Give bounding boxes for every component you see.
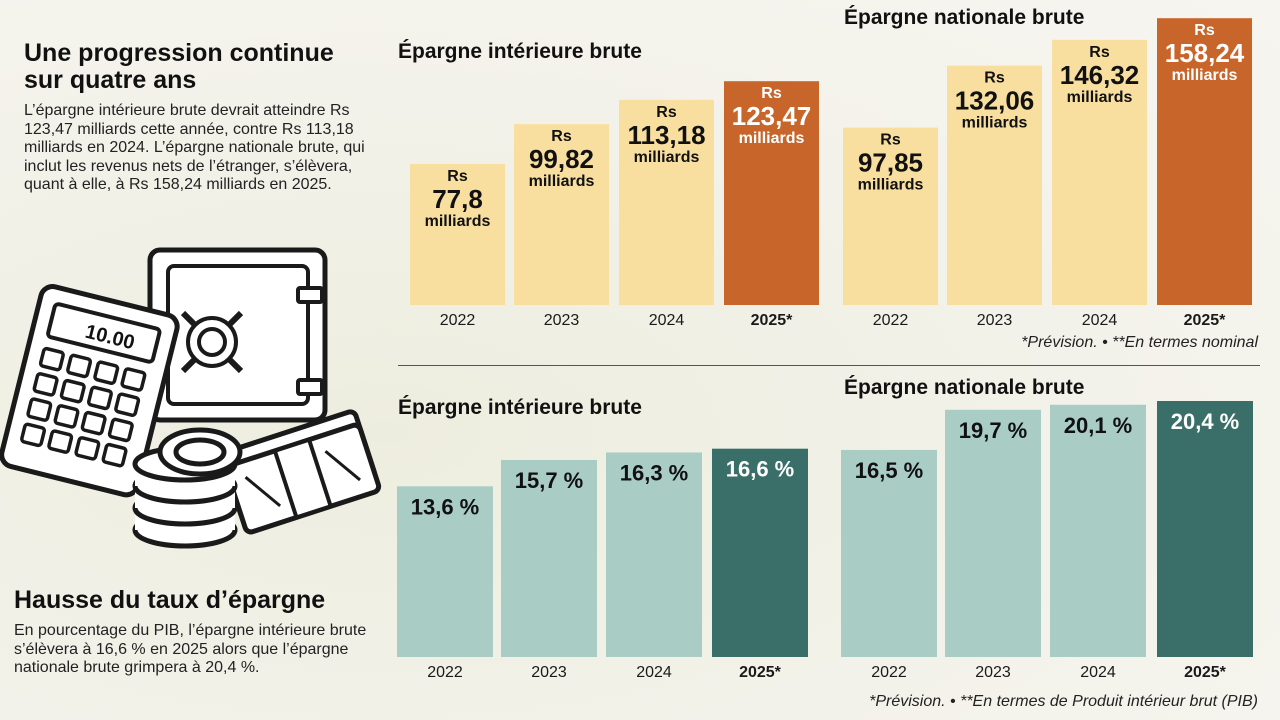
x-tick-label: 2022	[427, 664, 463, 681]
bar-unit-label: milliards	[1172, 67, 1238, 84]
bar-2023	[501, 459, 597, 657]
bar-unit-label: milliards	[1067, 89, 1133, 106]
bar-2023	[947, 65, 1042, 305]
bar-currency-label: Rs	[656, 104, 677, 121]
bar-currency-label: Rs	[880, 132, 901, 149]
bar-value-label: 77,8	[432, 184, 483, 214]
chart-national-rate: 16,5 % 2022 19,7 % 2023 20,1 % 2024 20,4 % 2025…	[841, 401, 1253, 681]
coins-icon	[132, 427, 243, 549]
bar-value-label: 19,7 %	[959, 418, 1028, 443]
bar-2022	[410, 163, 505, 305]
chart-title-national-rate: Épargne nationale brute	[844, 376, 1085, 399]
bar-value-label: 97,85	[858, 148, 923, 178]
savings-illustration: 10.00	[0, 247, 382, 549]
bar-value-label: 20,1 %	[1064, 413, 1133, 438]
x-tick-label: 2024	[649, 312, 685, 329]
bar-currency-label: Rs	[551, 128, 572, 145]
footnote-top: *Prévision. • **En termes nominal	[1021, 334, 1258, 351]
bar-2024	[1050, 404, 1146, 657]
bar-value-label: 16,6 %	[726, 457, 795, 482]
bar-unit-label: milliards	[739, 130, 805, 147]
bar-2022	[841, 449, 937, 657]
bar-2025	[724, 81, 819, 305]
bar-currency-label: Rs	[447, 168, 468, 185]
bar-2022	[843, 127, 938, 305]
footnote-bottom: *Prévision. • **En termes de Produit int…	[869, 693, 1258, 710]
safe-icon	[147, 247, 328, 423]
intro-title: Une progression continue sur quatre ans	[24, 39, 334, 94]
x-tick-label: 2024	[636, 664, 672, 681]
x-tick-label: 2025*	[1184, 312, 1227, 329]
bar-2023	[514, 124, 609, 305]
bar-currency-label: Rs	[1194, 22, 1215, 39]
x-tick-label: 2023	[975, 664, 1011, 681]
bar-value-label: 16,3 %	[620, 460, 689, 485]
x-tick-label: 2025*	[739, 664, 782, 681]
bar-value-label: 113,18	[627, 120, 705, 150]
bar-value-label: 16,5 %	[855, 458, 924, 483]
chart-title-domestic-amount: Épargne intérieure brute	[398, 40, 642, 63]
x-tick-label: 2023	[977, 312, 1013, 329]
bar-unit-label: milliards	[634, 149, 700, 166]
bar-value-label: 15,7 %	[515, 468, 584, 493]
chart-domestic-amount: Rs77,8milliards2022Rs99,82milliards2023R…	[410, 81, 819, 329]
x-tick-label: 2022	[440, 312, 476, 329]
x-tick-label: 2024	[1082, 312, 1118, 329]
bar-currency-label: Rs	[761, 85, 782, 102]
calculator-icon: 10.00	[0, 284, 180, 498]
bar-value-label: 158,24	[1165, 38, 1245, 68]
chart-domestic-rate: 13,6 % 2022 15,7 % 2023 16,3 % 2024 16,6 % 2025…	[397, 448, 808, 681]
bar-value-label: 123,47	[732, 101, 812, 131]
outro-text: En pourcentage du PIB, l’épargne intérie…	[14, 622, 367, 677]
x-tick-label: 2022	[871, 664, 907, 681]
x-tick-label: 2023	[544, 312, 580, 329]
bar-value-label: 20,4 %	[1171, 409, 1240, 434]
bar-unit-label: milliards	[962, 115, 1028, 132]
bar-value-label: 99,82	[529, 144, 594, 174]
bar-2025	[712, 448, 808, 657]
bar-value-label: 132,06	[955, 86, 1035, 116]
bar-unit-label: milliards	[529, 173, 595, 190]
bar-currency-label: Rs	[984, 70, 1005, 87]
bar-2025	[1157, 18, 1252, 305]
bar-value-label: 13,6 %	[411, 494, 480, 519]
chart-title-national-amount: Épargne nationale brute	[844, 6, 1085, 29]
x-tick-label: 2022	[873, 312, 909, 329]
chart-title-domestic-rate: Épargne intérieure brute	[398, 396, 642, 419]
bar-2022	[397, 486, 493, 657]
bar-2024	[619, 99, 714, 305]
chart-national-amount: Rs97,85milliards2022Rs132,06milliards202…	[843, 18, 1252, 329]
x-tick-label: 2023	[531, 664, 567, 681]
x-tick-label: 2025*	[751, 312, 794, 329]
section-divider	[398, 365, 1260, 366]
bar-2025	[1157, 401, 1253, 657]
bar-2023	[945, 409, 1041, 657]
bar-value-label: 146,32	[1060, 60, 1140, 90]
bar-unit-label: milliards	[425, 213, 491, 230]
bar-2024	[606, 452, 702, 657]
bar-2024	[1052, 39, 1147, 306]
x-tick-label: 2025*	[1184, 664, 1227, 681]
x-tick-label: 2024	[1080, 664, 1116, 681]
outro-title: Hausse du taux d’épargne	[14, 586, 326, 614]
bar-unit-label: milliards	[858, 177, 924, 194]
banknotes-icon	[220, 409, 382, 535]
bar-currency-label: Rs	[1089, 44, 1110, 61]
intro-text: L’épargne intérieure brute devrait attei…	[24, 102, 365, 194]
